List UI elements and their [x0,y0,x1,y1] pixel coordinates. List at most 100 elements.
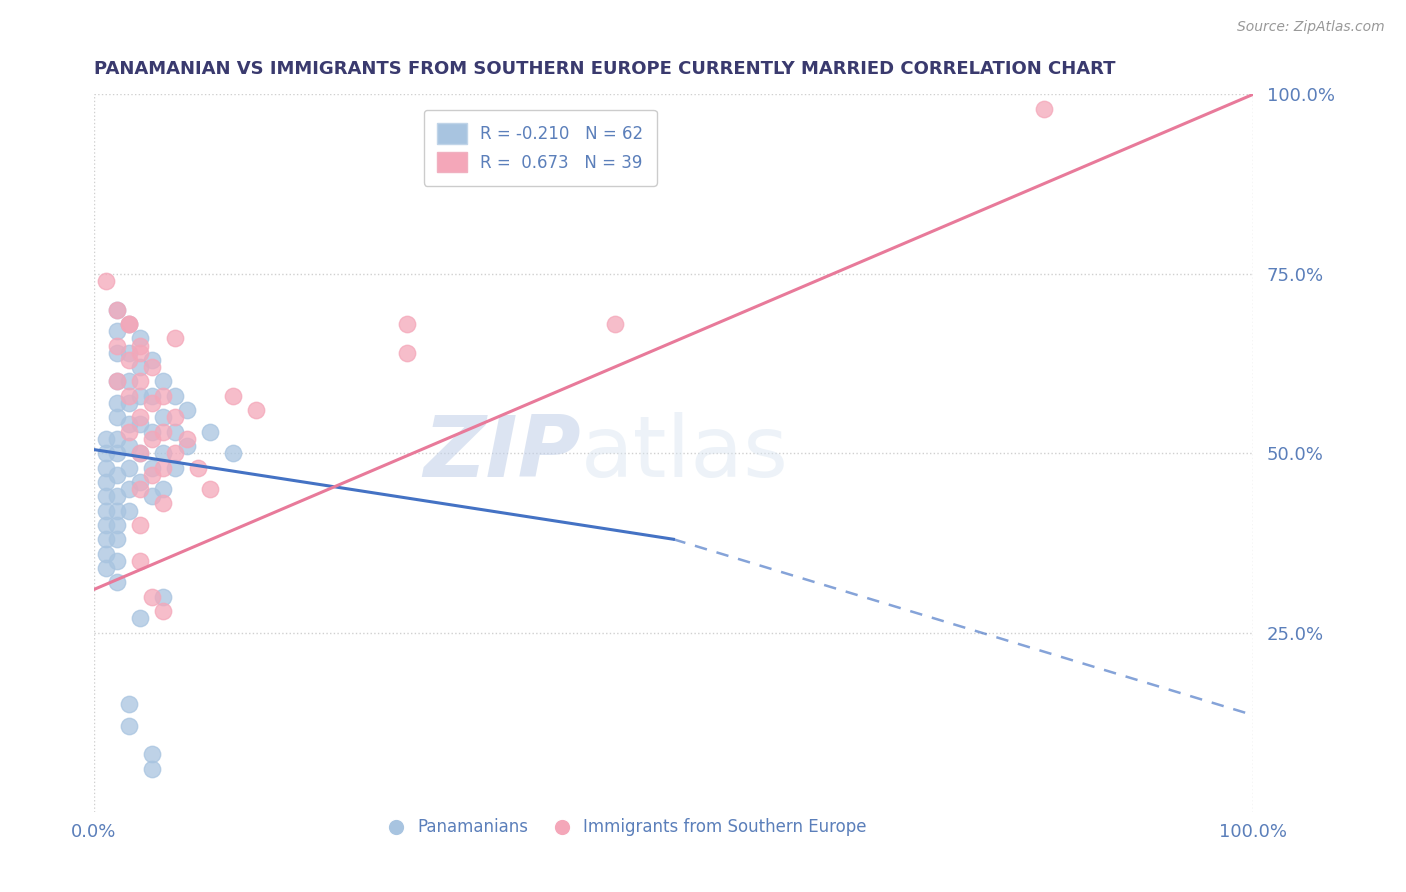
Point [94,274,117,288]
Point [152,446,174,460]
Point [152,375,174,389]
Point [222,446,245,460]
Point [129,345,152,359]
Point [129,417,152,432]
Point [94,533,117,547]
Point [118,317,141,331]
Point [129,410,152,425]
Point [118,375,141,389]
Point [245,403,267,417]
Point [152,425,174,439]
Point [118,389,141,403]
Point [118,317,141,331]
Point [165,460,187,475]
Point [94,561,117,575]
Text: PANAMANIAN VS IMMIGRANTS FROM SOUTHERN EUROPE CURRENTLY MARRIED CORRELATION CHAR: PANAMANIAN VS IMMIGRANTS FROM SOUTHERN E… [94,60,1115,78]
Point [141,396,163,410]
Legend: Panamanians, Immigrants from Southern Europe: Panamanians, Immigrants from Southern Eu… [381,812,873,843]
Point [129,554,152,568]
Point [187,460,209,475]
Point [118,719,141,733]
Point [105,554,128,568]
Point [105,503,128,517]
Point [118,503,141,517]
Point [152,410,174,425]
Point [129,517,152,532]
Point [141,460,163,475]
Point [105,338,128,352]
Point [118,482,141,496]
Point [118,460,141,475]
Point [152,590,174,604]
Point [141,360,163,375]
Point [94,489,117,503]
Point [94,547,117,561]
Point [105,345,128,359]
Point [198,482,221,496]
Point [395,317,418,331]
Point [105,533,128,547]
Point [105,467,128,482]
Point [129,611,152,625]
Point [141,432,163,446]
Point [105,302,128,317]
Point [165,331,187,345]
Point [141,489,163,503]
Text: atlas: atlas [581,411,789,495]
Point [152,460,174,475]
Point [94,460,117,475]
Point [129,482,152,496]
Point [129,360,152,375]
Point [105,575,128,590]
Point [118,352,141,367]
Point [105,517,128,532]
Point [141,467,163,482]
Point [152,604,174,618]
Point [141,762,163,776]
Point [165,389,187,403]
Point [152,389,174,403]
Point [176,432,198,446]
Point [118,396,141,410]
Point [176,439,198,453]
Text: ZIP: ZIP [423,411,581,495]
Point [141,389,163,403]
Point [129,475,152,489]
Point [94,517,117,532]
Point [198,425,221,439]
Point [176,403,198,417]
Point [118,417,141,432]
Point [129,446,152,460]
Point [165,410,187,425]
Point [141,425,163,439]
Point [129,389,152,403]
Point [129,331,152,345]
Point [105,302,128,317]
Point [118,317,141,331]
Point [105,396,128,410]
Point [94,446,117,460]
Point [1033,102,1056,116]
Point [118,345,141,359]
Point [165,425,187,439]
Point [165,446,187,460]
Point [105,324,128,338]
Text: Source: ZipAtlas.com: Source: ZipAtlas.com [1237,20,1385,34]
Point [605,317,627,331]
Point [141,352,163,367]
Point [141,590,163,604]
Point [105,410,128,425]
Point [94,503,117,517]
Point [105,375,128,389]
Point [105,432,128,446]
Point [222,389,245,403]
Point [129,446,152,460]
Point [105,489,128,503]
Point [94,432,117,446]
Point [94,475,117,489]
Point [152,482,174,496]
Point [129,338,152,352]
Point [152,496,174,510]
Point [118,439,141,453]
Point [118,425,141,439]
